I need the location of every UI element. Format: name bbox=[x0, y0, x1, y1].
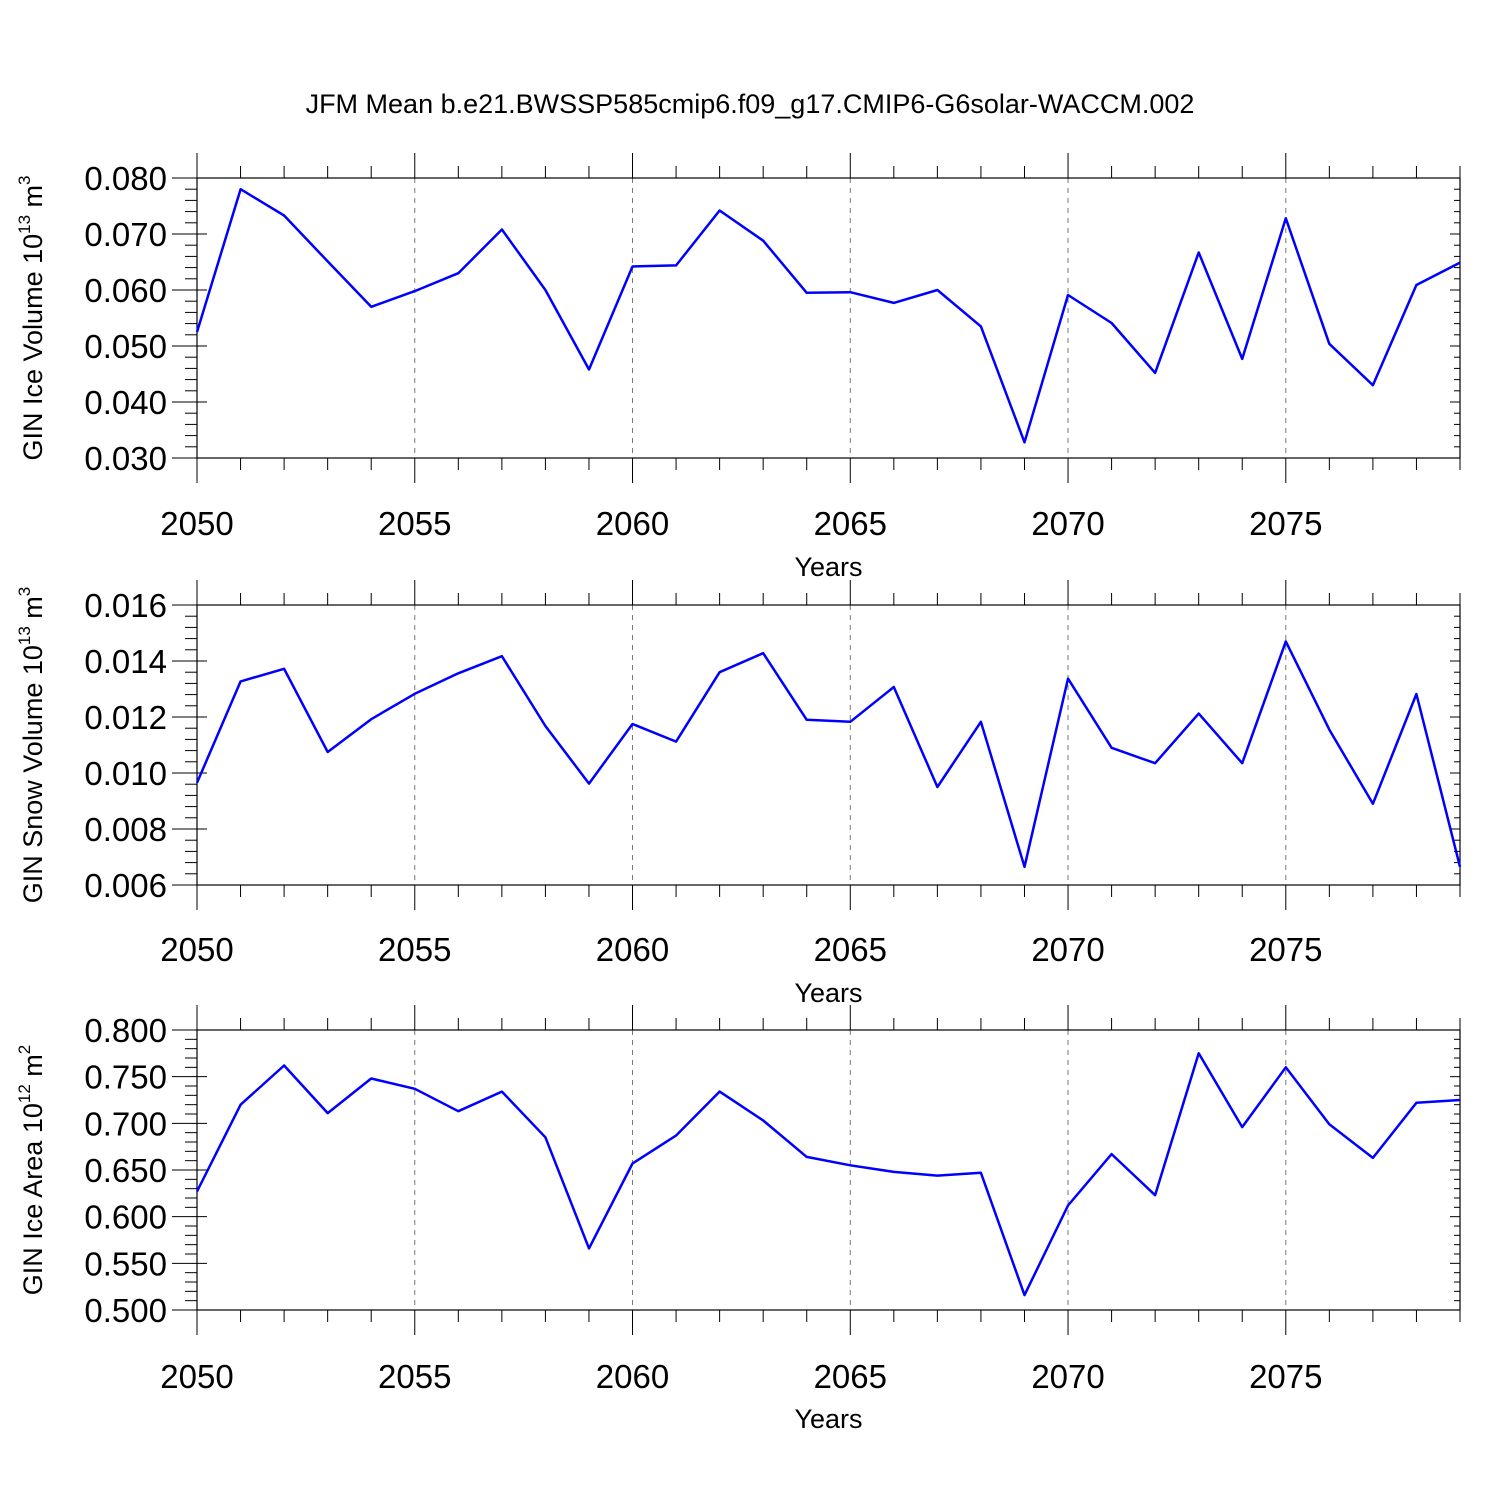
y-tick-label: 0.700 bbox=[84, 1105, 167, 1142]
y-tick-label: 0.750 bbox=[84, 1059, 167, 1096]
x-tick-label: 2055 bbox=[378, 505, 451, 542]
y-tick-label: 0.600 bbox=[84, 1199, 167, 1236]
y-axis-label: GIN Ice Area 1012 m2 bbox=[15, 1045, 48, 1296]
x-axis-label: Years bbox=[794, 1404, 862, 1434]
chart-title: JFM Mean b.e21.BWSSP585cmip6.f09_g17.CMI… bbox=[306, 89, 1195, 119]
y-tick-label: 0.080 bbox=[84, 160, 167, 197]
x-axis-label: Years bbox=[794, 552, 862, 582]
x-tick-label: 2065 bbox=[814, 1358, 887, 1395]
x-tick-label: 2070 bbox=[1031, 931, 1104, 968]
panel-3: 2050 2055 2060 2065 2070 2075 Years 0.500 0.550 0… bbox=[15, 1005, 1461, 1434]
x-axis-label: Years bbox=[794, 978, 862, 1008]
y-tick-label: 0.014 bbox=[84, 643, 167, 680]
x-tick-label: 2075 bbox=[1249, 931, 1322, 968]
y-axis-label: GIN Snow Volume 1013 m3 bbox=[15, 587, 48, 904]
plot-frame bbox=[196, 177, 1461, 459]
y-tick-label: 0.070 bbox=[84, 216, 167, 253]
x-tick-label: 2060 bbox=[596, 505, 669, 542]
x-tick-label: 2075 bbox=[1249, 1358, 1322, 1395]
y-tick-label: 0.010 bbox=[84, 755, 167, 792]
x-tick-label: 2050 bbox=[160, 931, 233, 968]
x-tick-label: 2070 bbox=[1031, 505, 1104, 542]
y-tick-label: 0.550 bbox=[84, 1245, 167, 1282]
x-tick-label: 2065 bbox=[814, 931, 887, 968]
plot-frame bbox=[196, 1029, 1461, 1311]
y-tick-label: 0.008 bbox=[84, 811, 167, 848]
x-tick-label: 2060 bbox=[596, 931, 669, 968]
y-tick-label: 0.500 bbox=[84, 1292, 167, 1329]
x-tick-label: 2070 bbox=[1031, 1358, 1104, 1395]
y-tick-label: 0.016 bbox=[84, 587, 167, 624]
x-tick-label: 2055 bbox=[378, 1358, 451, 1395]
x-tick-label: 2050 bbox=[160, 1358, 233, 1395]
y-tick-label: 0.012 bbox=[84, 699, 167, 736]
plot-frame bbox=[196, 604, 1461, 886]
x-tick-label: 2055 bbox=[378, 931, 451, 968]
panel-2: 2050 2055 2060 2065 2070 2075 Years 0.006 0.008 0… bbox=[15, 580, 1462, 1008]
series-line bbox=[195, 640, 1462, 869]
x-tick-label: 2065 bbox=[814, 505, 887, 542]
y-axis-label: GIN Ice Volume 1013 m3 bbox=[15, 175, 48, 460]
y-tick-label: 0.050 bbox=[84, 328, 167, 365]
y-tick-label: 0.650 bbox=[84, 1152, 167, 1189]
series-line bbox=[195, 187, 1461, 444]
y-tick-label: 0.030 bbox=[84, 440, 167, 477]
y-tick-label: 0.006 bbox=[84, 867, 167, 904]
y-tick-label: 0.040 bbox=[84, 384, 167, 421]
x-tick-label: 2060 bbox=[596, 1358, 669, 1395]
y-tick-label: 0.800 bbox=[84, 1012, 167, 1049]
panels: 2050 2055 2060 2065 2070 2075 Years 0.030 0.040 0… bbox=[15, 153, 1462, 1434]
y-tick-label: 0.060 bbox=[84, 272, 167, 309]
panel-1: 2050 2055 2060 2065 2070 2075 Years 0.030 0.040 0… bbox=[15, 153, 1461, 582]
x-tick-label: 2075 bbox=[1249, 505, 1322, 542]
x-tick-label: 2050 bbox=[160, 505, 233, 542]
series-line bbox=[195, 1052, 1461, 1297]
